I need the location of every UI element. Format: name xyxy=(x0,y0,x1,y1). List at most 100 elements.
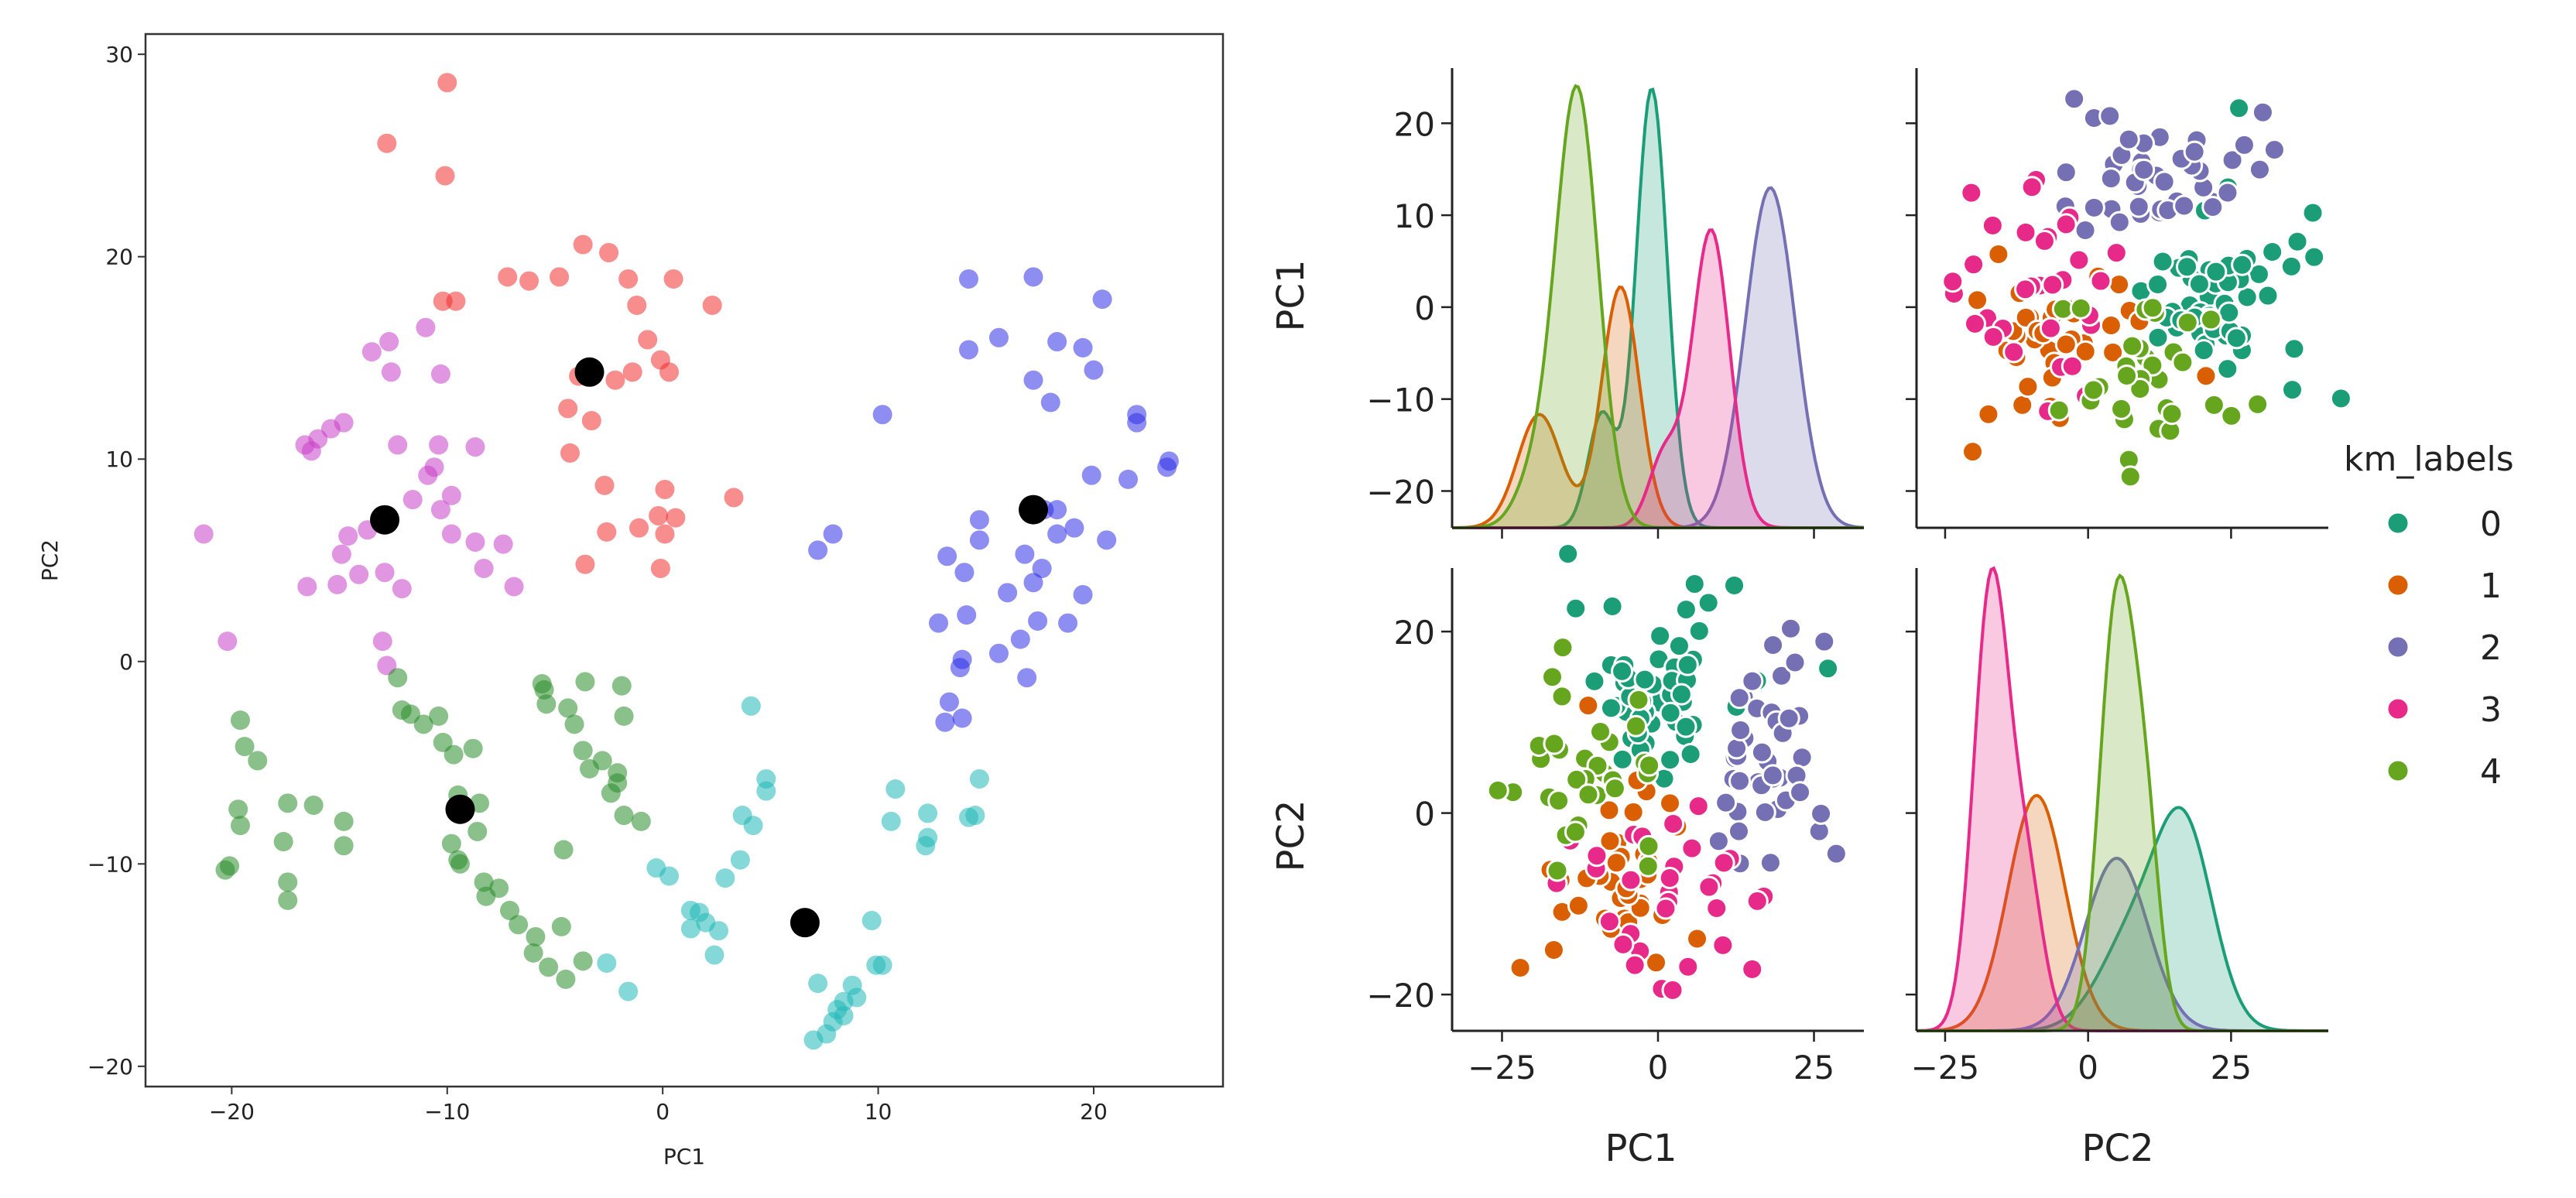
pair-point-top-right xyxy=(2014,278,2037,301)
pair-point-bottom-left xyxy=(1723,573,1746,597)
pair-point-top-right xyxy=(2067,248,2091,272)
scatter-x-label: PC1 xyxy=(663,1144,705,1169)
pair-point-bottom-left xyxy=(1697,875,1721,898)
pair-point-top-right xyxy=(2160,402,2184,426)
pair-point-top-right xyxy=(2228,97,2251,120)
kde-pc1-fill-3 xyxy=(1452,230,1864,528)
legend-label-0: 0 xyxy=(2480,505,2502,544)
scatter-point-red xyxy=(627,295,647,315)
scatter-point-magenta xyxy=(349,564,369,584)
scatter-point-red xyxy=(581,411,601,431)
scatter-point-magenta xyxy=(441,524,461,544)
pair-y-tick-label: −20 xyxy=(1366,473,1435,511)
pair-point-bottom-left xyxy=(1687,619,1711,642)
scatter-point-red xyxy=(558,399,578,419)
pair-point-top-right xyxy=(2199,308,2222,331)
pair-point-bottom-left xyxy=(1780,617,1803,640)
scatter-point-blue xyxy=(1058,613,1078,633)
pair-point-top-right xyxy=(2231,253,2254,276)
scatter-point-green xyxy=(248,751,268,771)
pair-point-top-right xyxy=(2115,365,2139,388)
scatter-point-red xyxy=(663,269,683,289)
pair-point-bottom-left xyxy=(1662,813,1685,836)
pair-point-top-right xyxy=(2303,245,2326,269)
kde-pc2-fill-4 xyxy=(1917,575,2328,1031)
pair-point-top-right xyxy=(2117,128,2140,151)
legend-marker-1 xyxy=(2386,573,2410,597)
pair-point-bottom-left xyxy=(1577,783,1600,806)
scatter-point-cyan xyxy=(958,807,978,827)
scatter-point-blue xyxy=(1015,544,1035,564)
scatter-point-blue xyxy=(1023,573,1043,593)
scatter-point-magenta xyxy=(504,577,524,597)
pair-point-bottom-left xyxy=(1741,957,1764,981)
scatter-point-cyan xyxy=(803,1030,824,1050)
y-tick-label: −10 xyxy=(87,851,133,877)
scatter-point-cyan xyxy=(715,868,735,888)
pair-point-bottom-left xyxy=(1585,844,1608,868)
pair-point-bottom-left xyxy=(1728,769,1752,792)
pairplot-marks xyxy=(1451,84,2352,1032)
scatter-point-cyan xyxy=(862,911,882,931)
pair-point-top-right xyxy=(2121,334,2144,358)
pair-point-bottom-left xyxy=(1658,866,1681,889)
scatter-point-blue xyxy=(988,327,1009,347)
pair-point-top-right xyxy=(1960,181,1983,204)
x-tick-label: −10 xyxy=(424,1099,470,1124)
scatter-point-green xyxy=(601,783,621,803)
pair-point-top-right xyxy=(2220,404,2243,427)
scatter-point-green xyxy=(573,951,593,971)
pair-point-top-right xyxy=(2102,341,2125,364)
pair-point-bottom-left xyxy=(1638,754,1661,777)
pair-x-tick-label: −25 xyxy=(1911,1049,1980,1087)
pair-point-bottom-left xyxy=(1677,955,1700,978)
scatter-point-blue xyxy=(937,546,957,566)
scatter-point-blue xyxy=(969,530,989,550)
scatter-point-green xyxy=(499,900,519,920)
scatter-point-blue xyxy=(823,524,843,544)
scatter-point-blue xyxy=(957,605,977,625)
scatter-point-magenta xyxy=(402,490,423,510)
scatter-point-magenta xyxy=(372,632,392,652)
pair-point-top-right xyxy=(2146,326,2170,349)
pair-point-bottom-left xyxy=(1667,635,1690,658)
pair-point-bottom-left xyxy=(1622,800,1645,823)
scatter-point-blue xyxy=(1047,332,1067,352)
scatter-point-green xyxy=(468,821,488,841)
y-tick-label: −20 xyxy=(87,1054,133,1080)
pair-point-bottom-left xyxy=(1697,591,1720,614)
kde-pc1-fill-1 xyxy=(1452,287,1864,528)
scatter-point-red xyxy=(666,508,686,528)
pair-point-top-right xyxy=(2248,158,2271,181)
scatter-point-green xyxy=(278,890,298,910)
pair-point-top-right xyxy=(2286,230,2309,253)
pair-point-bottom-left xyxy=(1670,683,1693,706)
pair-point-bottom-left xyxy=(1659,792,1682,815)
pair-point-top-right xyxy=(2105,241,2128,265)
scatter-point-blue xyxy=(1127,412,1147,433)
pair-point-bottom-left xyxy=(1759,851,1782,875)
pair-point-bottom-left xyxy=(1636,854,1660,878)
scatter-point-green xyxy=(631,811,651,831)
centroid-point xyxy=(370,505,400,535)
scatter-point-blue xyxy=(1040,392,1060,412)
pair-point-top-right xyxy=(2041,273,2064,296)
scatter-point-blue xyxy=(958,269,978,289)
legend: km_labels 0 1 2 3 4 xyxy=(2344,440,2514,792)
pair-point-top-right xyxy=(2263,139,2286,162)
pair-point-top-right xyxy=(2014,221,2037,244)
pair-point-top-right xyxy=(2119,465,2142,488)
pair-point-bottom-left xyxy=(1712,851,1735,875)
pair-y-tick-label: 0 xyxy=(1414,289,1435,327)
pair-point-top-right xyxy=(1941,270,1965,293)
pair-point-top-right xyxy=(2108,211,2131,234)
scatter-point-red xyxy=(659,362,680,382)
scatter-point-magenta xyxy=(430,364,450,384)
pair-point-bottom-left xyxy=(1676,653,1699,676)
pair-point-bottom-left xyxy=(1789,781,1812,804)
pair-point-bottom-left xyxy=(1686,927,1709,950)
scatter-point-magenta xyxy=(194,524,214,544)
pair-point-top-right xyxy=(2201,195,2225,218)
pair-point-top-right xyxy=(2098,104,2122,128)
scatter-point-red xyxy=(550,267,570,287)
